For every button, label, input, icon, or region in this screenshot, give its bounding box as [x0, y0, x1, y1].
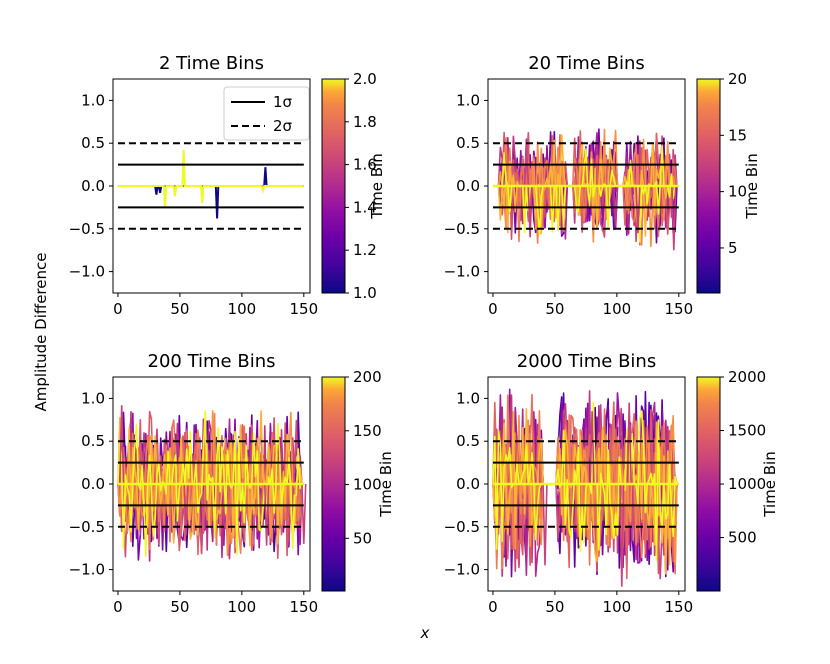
subplot-title: 20 Time Bins: [528, 53, 645, 74]
x-tick-label: 0: [113, 598, 123, 616]
colorbar-label: Time Bin: [368, 153, 386, 219]
plot-area: [492, 128, 679, 251]
series-extreme: [619, 483, 625, 587]
y-tick-label: 0.0: [81, 177, 105, 195]
y-tick-label: 0.0: [456, 475, 480, 493]
y-tick-label: 0.0: [81, 475, 105, 493]
x-tick-label: 0: [488, 300, 498, 318]
colorbar-tick-label: 500: [728, 529, 757, 547]
y-tick-label: 0.5: [81, 432, 105, 450]
colorbar-tick-label: 100: [353, 476, 382, 494]
x-tick-label: 150: [664, 598, 693, 616]
colorbar-tick-label: 1.0: [353, 284, 377, 302]
y-tick-label: 0.5: [81, 134, 105, 152]
y-tick-label: −1.0: [69, 263, 105, 281]
y-tick-label: 0.5: [456, 432, 480, 450]
subplot-title: 2000 Time Bins: [517, 351, 656, 372]
y-tick-label: 1.0: [81, 389, 105, 407]
colorbar-tick-label: 1.6: [353, 156, 377, 174]
x-tick-label: 100: [228, 598, 257, 616]
y-tick-label: −0.5: [444, 518, 480, 536]
colorbar-tick-label: 2.0: [353, 70, 377, 88]
colorbar-tick-label: 50: [353, 529, 372, 547]
colorbar: [321, 376, 346, 592]
subplot-4: 2000 Time Bins 0 50 100 150 −1.0 −0.5 0.0 0.5 1.0…: [444, 351, 779, 616]
colorbar: [321, 78, 346, 294]
colorbar-label: Time Bin: [761, 451, 779, 517]
series-extreme: [626, 402, 632, 485]
colorbar-tick-label: 1000: [728, 475, 766, 493]
legend-label: 1σ: [273, 93, 293, 111]
colorbar-tick-label: 15: [728, 126, 747, 144]
subplot-1: 2 Time Bins 0 50 100 150 −1.0 −0.5 0.0 0.5 1.0 1.0…: [69, 53, 386, 318]
series-line: [493, 145, 679, 243]
colorbar-tick-label: 2000: [728, 368, 766, 386]
y-tick-label: 1.0: [456, 389, 480, 407]
y-tick-label: −1.0: [444, 561, 480, 579]
plot-area: [117, 142, 304, 230]
x-tick-label: 50: [170, 300, 189, 318]
figure-xlabel: x: [420, 624, 430, 642]
colorbar-tick-label: 1.2: [353, 241, 377, 259]
colorbar-tick-label: 1500: [728, 422, 766, 440]
y-tick-label: −0.5: [444, 220, 480, 238]
series-extreme: [119, 405, 125, 485]
subplot-title: 200 Time Bins: [148, 351, 276, 372]
series-extreme: [589, 411, 595, 485]
x-tick-label: 50: [545, 300, 564, 318]
colorbar: [696, 78, 721, 294]
y-tick-label: −0.5: [69, 518, 105, 536]
legend-label: 2σ: [273, 117, 293, 135]
plot-area: [117, 405, 307, 562]
y-tick-label: −0.5: [69, 220, 105, 238]
x-tick-label: 50: [170, 598, 189, 616]
y-tick-label: 0.5: [456, 134, 480, 152]
series-extreme: [635, 185, 641, 234]
colorbar: [696, 376, 721, 592]
series-line-bin-1: [118, 167, 304, 219]
colorbar-tick-label: 1.4: [353, 198, 377, 216]
series-line-bin-2: [118, 149, 304, 208]
x-tick-label: 0: [113, 300, 123, 318]
colorbar-label: Time Bin: [377, 451, 395, 517]
x-tick-label: 100: [228, 300, 257, 318]
series-extreme: [301, 483, 307, 544]
y-tick-label: −1.0: [69, 561, 105, 579]
x-tick-label: 0: [488, 598, 498, 616]
subplot-2: 20 Time Bins 0 50 100 150 −1.0 −0.5 0.0 0.5 1.0 5 1…: [444, 53, 761, 318]
plot-area: [492, 388, 679, 587]
series-extreme: [183, 483, 189, 536]
series-extreme: [542, 483, 548, 566]
x-tick-label: 100: [603, 300, 632, 318]
y-tick-label: −1.0: [444, 263, 480, 281]
series-line: [492, 401, 679, 561]
colorbar-label: Time Bin: [743, 153, 761, 219]
x-tick-label: 150: [289, 300, 318, 318]
colorbar-tick-label: 200: [353, 368, 382, 386]
x-tick-label: 150: [664, 300, 693, 318]
x-tick-label: 150: [289, 598, 318, 616]
colorbar-tick-label: 1.8: [353, 113, 377, 131]
subplot-3: 200 Time Bins 0 50 100 150 −1.0 −0.5 0.0 0.5 1.0 5…: [69, 351, 395, 616]
colorbar-tick-label: 20: [728, 70, 747, 88]
figure-ylabel: Amplitude Difference: [32, 253, 50, 412]
colorbar-tick-label: 10: [728, 183, 747, 201]
x-tick-label: 50: [545, 598, 564, 616]
y-tick-label: 1.0: [456, 91, 480, 109]
legend-box: [223, 86, 310, 141]
y-tick-label: 0.0: [456, 177, 480, 195]
x-tick-label: 100: [603, 598, 632, 616]
series-extreme: [527, 185, 533, 238]
colorbar-tick-label: 150: [353, 422, 382, 440]
series-line: [492, 408, 679, 575]
colorbar-tick-label: 5: [728, 239, 738, 257]
y-tick-label: 1.0: [81, 91, 105, 109]
subplot-title: 2 Time Bins: [159, 53, 264, 74]
